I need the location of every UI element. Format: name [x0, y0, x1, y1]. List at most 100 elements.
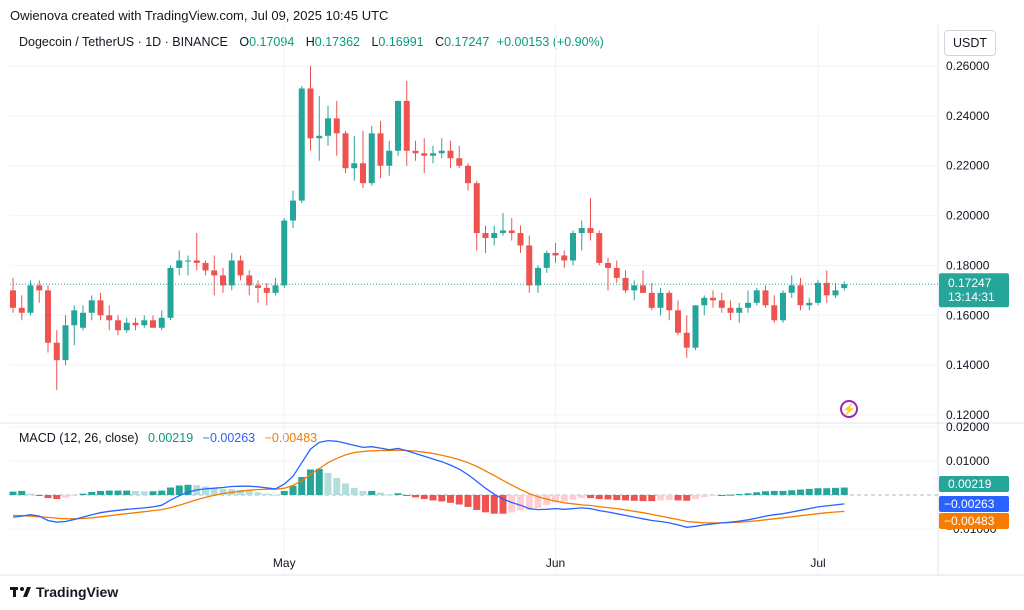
macd-histogram-bar: [62, 495, 69, 498]
macd-title[interactable]: MACD (12, 26, close): [19, 431, 139, 445]
candle-body: [132, 322, 139, 326]
open-value: 0.17094: [249, 35, 295, 49]
macd-histogram-bar: [105, 490, 113, 495]
bar-countdown: 13:14:31: [948, 290, 995, 304]
candle-body: [430, 153, 436, 156]
macd-tick-label: 0.01000: [946, 454, 990, 468]
macd-histogram-bar: [727, 494, 734, 496]
candle-body: [263, 287, 270, 293]
candle-body: [552, 252, 559, 256]
candle-body: [27, 285, 34, 313]
candle-body: [106, 315, 113, 321]
tradingview-logo[interactable]: TradingView: [10, 584, 118, 600]
macd-histogram-bar: [552, 495, 559, 503]
macd-histogram-bar: [805, 488, 813, 495]
macd-histogram-bar: [202, 486, 209, 495]
macd-histogram-bar: [114, 490, 122, 495]
candle-body: [141, 320, 148, 326]
macd-histogram-bar: [53, 495, 61, 500]
macd-histogram-bar: [385, 494, 393, 496]
candle-body: [272, 285, 279, 293]
macd-histogram-bar: [595, 495, 603, 500]
macd-signal-tag: [939, 512, 1009, 529]
candle-body: [158, 317, 165, 328]
macd-histogram-bar: [613, 495, 621, 501]
macd-histogram-bar: [44, 495, 52, 499]
macd-histogram-bar: [438, 495, 446, 502]
candle-body: [53, 342, 60, 361]
lightning-icon[interactable]: ⚡: [840, 400, 858, 418]
macd-hist-value: 0.00219: [147, 431, 194, 445]
candle-body: [456, 158, 463, 166]
macd-histogram-bar: [298, 476, 306, 495]
candle-body: [447, 150, 454, 159]
candle-body: [220, 275, 226, 286]
macd-histogram-bar: [280, 490, 288, 495]
macd-histogram-bar: [167, 487, 174, 495]
candle-body: [255, 285, 261, 288]
candle-body: [150, 320, 156, 328]
candle-body: [613, 267, 620, 278]
macd-histogram-bar: [832, 487, 839, 495]
candle-body: [71, 310, 78, 326]
macd-histogram-bar: [455, 495, 463, 505]
macd-histogram-bar: [324, 472, 332, 495]
candle-body: [780, 292, 786, 321]
time-tick-label: May: [273, 556, 296, 570]
macd-histogram-bar: [350, 487, 358, 495]
macd-histogram-bar: [560, 495, 568, 502]
candle-body: [788, 285, 795, 293]
price-tick-label: 0.26000: [946, 59, 990, 73]
candle-body: [228, 260, 235, 286]
candle-body: [596, 233, 603, 263]
macd-histogram-bar: [149, 491, 157, 495]
macd-histogram-bar: [368, 490, 376, 495]
macd-histogram-bar: [534, 495, 542, 508]
high-label: H: [305, 35, 315, 49]
macd-histogram-bar: [97, 490, 104, 495]
candle-body: [211, 270, 218, 276]
candle-body: [237, 260, 244, 276]
candle-body: [561, 255, 568, 261]
macd-histogram-bar: [700, 495, 708, 498]
candle-body: [333, 118, 340, 134]
macd-histogram-bar: [27, 493, 34, 495]
candle-body: [666, 292, 673, 311]
macd-histogram-bar: [604, 495, 612, 500]
price-tick-label: 0.24000: [946, 109, 990, 123]
macd-histogram-bar: [342, 483, 349, 495]
candle-body: [640, 285, 646, 293]
macd-histogram-bar: [88, 491, 96, 495]
candle-body: [605, 262, 611, 268]
candle-body: [465, 165, 471, 184]
macd-signal-tag-text: −0.00483: [944, 514, 995, 528]
macd-histogram-bar: [18, 490, 26, 495]
macd-legend: MACD (12, 26, close) 0.00219 −0.00263 −0…: [19, 431, 317, 445]
candle-body: [298, 88, 305, 201]
macd-histogram-bar: [79, 493, 87, 495]
macd-histogram-bar: [333, 478, 341, 495]
macd-histogram-bar: [307, 469, 314, 495]
macd-histogram-bar: [622, 495, 629, 501]
macd-histogram-bar: [543, 495, 551, 506]
macd-signal-value: −0.00483: [264, 431, 318, 445]
macd-histogram-bar: [403, 495, 411, 496]
candle-body: [246, 275, 253, 286]
candle-body: [360, 163, 366, 184]
candle-body: [718, 300, 725, 308]
macd-line: [12, 439, 845, 528]
candle-body: [815, 282, 821, 303]
macd-histogram-bar: [473, 495, 481, 510]
macd-histogram-bar: [210, 487, 218, 495]
candle-body: [500, 230, 506, 234]
macd-histogram-bar: [140, 491, 148, 495]
macd-histogram-bar: [630, 495, 638, 501]
macd-histogram-bar: [123, 490, 131, 495]
symbol-title[interactable]: Dogecoin / TetherUS · 1D · BINANCE: [19, 35, 228, 49]
candle-body: [675, 310, 681, 333]
candle-body: [535, 267, 541, 286]
macd-histogram-bar: [184, 484, 192, 495]
candle-body: [587, 228, 594, 234]
currency-button[interactable]: USDT: [944, 30, 996, 56]
